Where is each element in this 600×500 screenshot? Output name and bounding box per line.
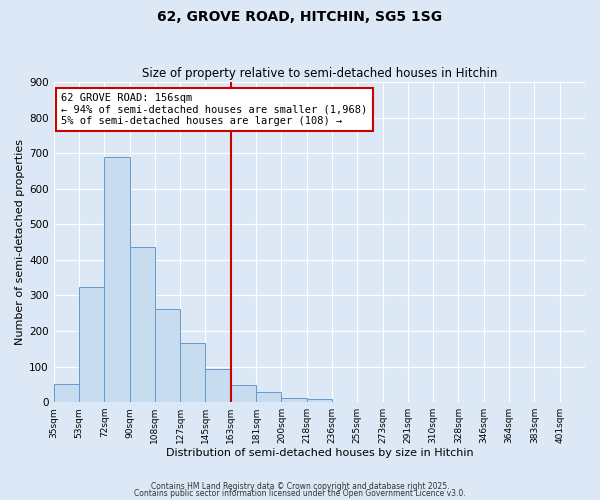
Text: Contains public sector information licensed under the Open Government Licence v3: Contains public sector information licen… xyxy=(134,489,466,498)
Bar xyxy=(205,369,231,402)
Title: Size of property relative to semi-detached houses in Hitchin: Size of property relative to semi-detach… xyxy=(142,66,497,80)
Text: Contains HM Land Registry data © Crown copyright and database right 2025.: Contains HM Land Registry data © Crown c… xyxy=(151,482,449,491)
Y-axis label: Number of semi-detached properties: Number of semi-detached properties xyxy=(15,139,25,345)
Bar xyxy=(231,386,256,402)
Bar xyxy=(104,156,130,402)
Bar xyxy=(307,400,332,402)
Bar xyxy=(281,398,307,402)
Text: 62, GROVE ROAD, HITCHIN, SG5 1SG: 62, GROVE ROAD, HITCHIN, SG5 1SG xyxy=(157,10,443,24)
Bar xyxy=(79,286,104,402)
Bar xyxy=(155,308,180,402)
Bar xyxy=(180,342,205,402)
X-axis label: Distribution of semi-detached houses by size in Hitchin: Distribution of semi-detached houses by … xyxy=(166,448,473,458)
Bar xyxy=(256,392,281,402)
Bar xyxy=(130,248,155,402)
Text: 62 GROVE ROAD: 156sqm
← 94% of semi-detached houses are smaller (1,968)
5% of se: 62 GROVE ROAD: 156sqm ← 94% of semi-deta… xyxy=(61,92,367,126)
Bar xyxy=(53,384,79,402)
